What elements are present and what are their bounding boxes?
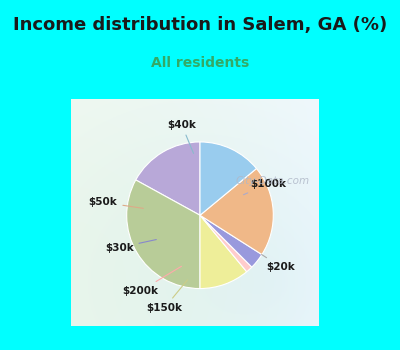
Wedge shape xyxy=(127,180,200,288)
Wedge shape xyxy=(200,215,262,267)
Wedge shape xyxy=(200,168,273,254)
Wedge shape xyxy=(200,215,247,288)
Text: $20k: $20k xyxy=(262,254,295,272)
Text: $200k: $200k xyxy=(123,266,182,296)
Text: City-Data.com: City-Data.com xyxy=(235,176,309,186)
Wedge shape xyxy=(200,142,256,215)
Text: $150k: $150k xyxy=(146,280,188,313)
Wedge shape xyxy=(136,142,200,215)
Text: $50k: $50k xyxy=(89,197,143,208)
Text: $40k: $40k xyxy=(167,120,196,153)
Text: $30k: $30k xyxy=(105,239,156,253)
Wedge shape xyxy=(200,215,252,272)
Text: $100k: $100k xyxy=(244,179,286,195)
Text: All residents: All residents xyxy=(151,56,249,70)
Text: Income distribution in Salem, GA (%): Income distribution in Salem, GA (%) xyxy=(13,16,387,34)
